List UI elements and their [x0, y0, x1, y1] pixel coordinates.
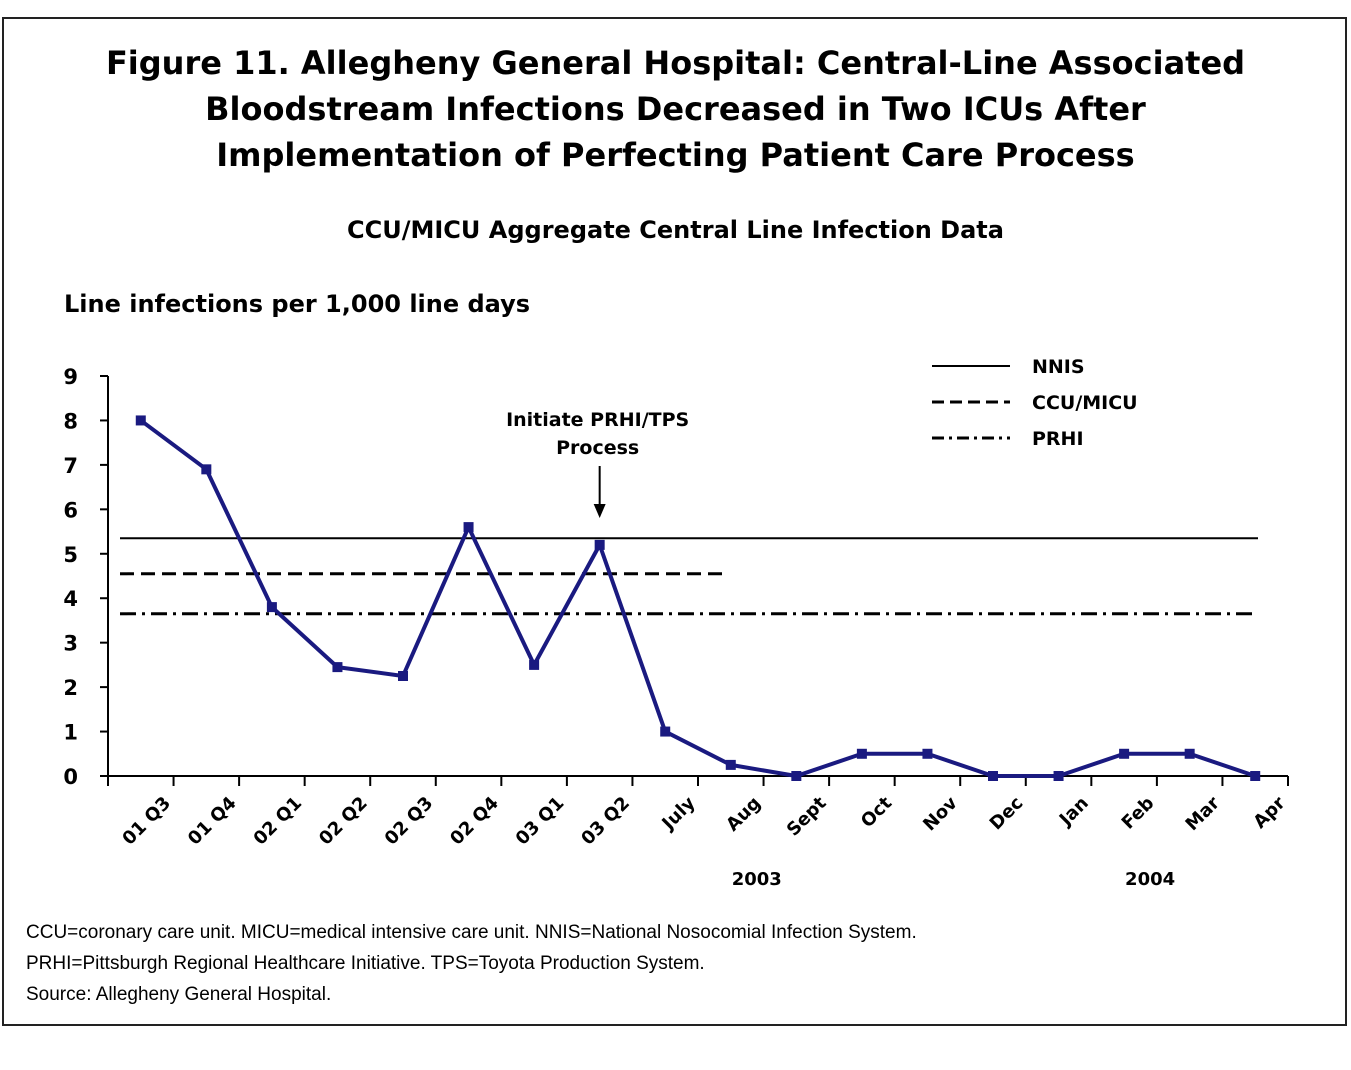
figure-frame — [2, 17, 1347, 1026]
x-tick-label: Jan — [1054, 793, 1093, 832]
figure-title-line-3: Implementation of Perfecting Patient Car… — [216, 136, 1135, 174]
x-tick-label: Dec — [986, 793, 1028, 835]
footnote-line-2: PRHI=Pittsburgh Regional Healthcare Init… — [26, 953, 705, 974]
data-point — [1053, 771, 1064, 781]
legend-label: PRHI — [1032, 428, 1084, 450]
y-tick-label: 9 — [63, 365, 78, 389]
y-tick-label: 4 — [63, 587, 78, 611]
data-point — [1119, 748, 1130, 759]
data-point — [988, 771, 998, 781]
y-tick-label: 5 — [63, 543, 78, 567]
annotation-text: Process — [556, 437, 639, 459]
x-tick-label: 03 Q2 — [577, 793, 634, 850]
x-tick-label: Mar — [1182, 793, 1224, 835]
data-point — [201, 464, 212, 475]
year-label: 2004 — [1125, 869, 1175, 890]
data-point — [398, 671, 408, 681]
data-point — [922, 748, 933, 759]
chart-title: CCU/MICU Aggregate Central Line Infectio… — [347, 216, 1004, 244]
data-point — [332, 662, 343, 673]
data-point — [594, 539, 605, 550]
figure-title-line-2: Bloodstream Infections Decreased in Two … — [205, 90, 1146, 128]
footnote-line-3: Source: Allegheny General Hospital. — [26, 984, 332, 1005]
x-tick-label: Aug — [722, 793, 765, 836]
x-tick-label: July — [657, 793, 700, 836]
y-axis-label: Line infections per 1,000 line days — [64, 290, 531, 318]
x-tick-label: Apr — [1249, 793, 1289, 833]
x-tick-label: Nov — [919, 793, 962, 836]
series-line — [139, 418, 1256, 778]
data-point — [135, 415, 146, 426]
x-tick-label: 03 Q1 — [512, 793, 569, 850]
y-tick-label: 0 — [63, 765, 78, 789]
annotation-text: Initiate PRHI/TPS — [506, 409, 689, 431]
y-tick-label: 8 — [63, 409, 78, 433]
x-tick-label: 02 Q3 — [381, 793, 438, 850]
y-tick-label: 3 — [63, 632, 78, 656]
legend-label: NNIS — [1032, 356, 1085, 378]
data-point — [266, 602, 277, 613]
data-point — [463, 522, 474, 533]
x-tick-label: 01 Q3 — [118, 793, 175, 850]
year-label: 2003 — [732, 869, 782, 890]
x-tick-label: Sept — [783, 792, 831, 840]
line-chart: 0 1 2 3 4 5 6 7 8 9 01 Q3 01 Q4 02 Q1 02 Q2 02 Q3 02 Q4… — [63, 356, 1289, 890]
x-tick-label: 01 Q4 — [184, 793, 241, 850]
x-tick-label: 02 Q4 — [446, 793, 503, 850]
y-tick-label: 2 — [63, 676, 78, 700]
y-tick-label: 1 — [63, 721, 78, 745]
x-tick-label: Feb — [1118, 793, 1159, 834]
figure-title-line-1: Figure 11. Allegheny General Hospital: C… — [105, 44, 1246, 82]
data-point — [856, 748, 867, 759]
footnote-line-1: CCU=coronary care unit. MICU=medical int… — [26, 922, 917, 943]
annotation-arrow-head — [593, 504, 606, 518]
data-point — [1184, 748, 1195, 759]
data-point — [660, 726, 671, 737]
data-point — [1250, 771, 1261, 781]
x-tick-label: 02 Q2 — [315, 793, 372, 850]
data-point — [725, 759, 736, 770]
legend-label: CCU/MICU — [1032, 392, 1138, 414]
figure-title: Figure 11. Allegheny General Hospital: C… — [0, 40, 1351, 178]
data-point — [791, 771, 802, 781]
x-tick-label: 02 Q1 — [250, 793, 307, 850]
x-tick-label: Oct — [857, 792, 897, 832]
data-point — [529, 659, 540, 670]
y-tick-label: 6 — [63, 498, 78, 522]
y-tick-label: 7 — [63, 454, 78, 478]
footnote: CCU=coronary care unit. MICU=medical int… — [26, 917, 917, 1010]
